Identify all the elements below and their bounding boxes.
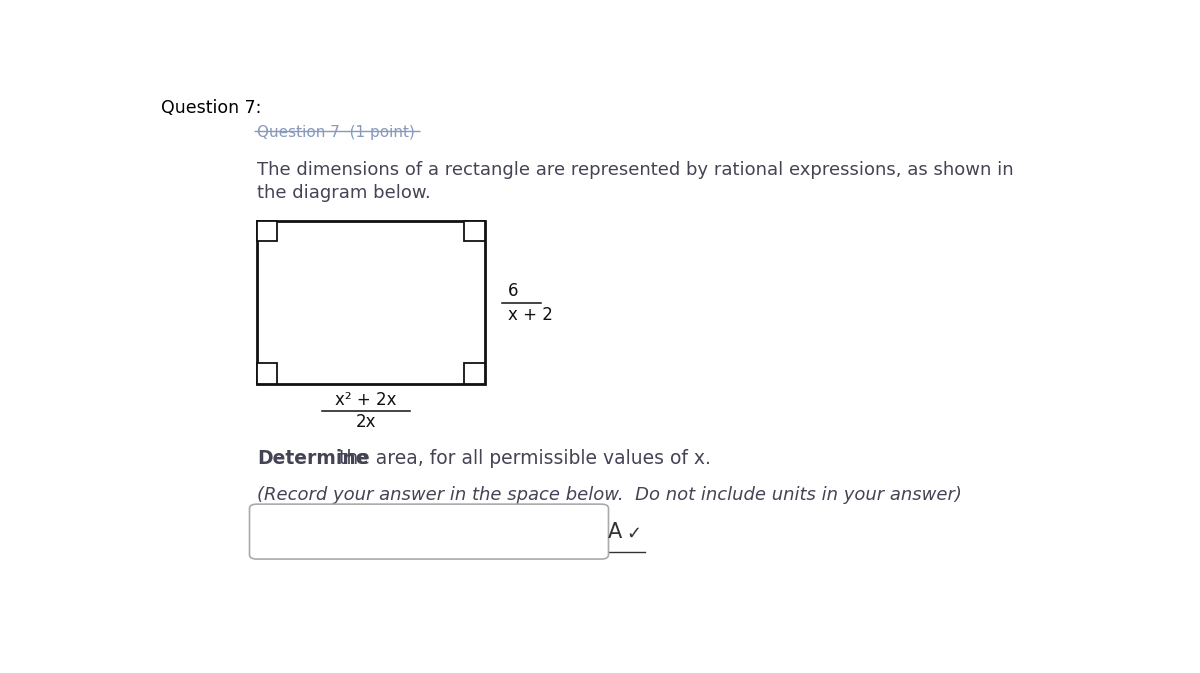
Text: The dimensions of a rectangle are represented by rational expressions, as shown : The dimensions of a rectangle are repres… (257, 161, 1014, 179)
FancyBboxPatch shape (250, 504, 608, 559)
Text: (Record your answer in the space below.  Do not include units in your answer): (Record your answer in the space below. … (257, 486, 962, 504)
Text: 6: 6 (508, 281, 518, 299)
Text: Determine: Determine (257, 449, 368, 468)
Text: x + 2: x + 2 (508, 306, 553, 324)
Bar (257, 221, 485, 384)
Bar (464, 363, 485, 384)
Bar (464, 221, 485, 242)
Text: 2x: 2x (355, 413, 376, 431)
Bar (257, 221, 277, 242)
Bar (257, 363, 277, 384)
Text: Question 7  (1 point): Question 7 (1 point) (257, 125, 415, 140)
Text: x² + 2x: x² + 2x (335, 392, 396, 409)
Text: the diagram below.: the diagram below. (257, 184, 431, 203)
Text: Question 7:: Question 7: (161, 99, 262, 117)
Text: the area, for all permissible values of x.: the area, for all permissible values of … (334, 449, 712, 468)
Text: ✓: ✓ (626, 525, 641, 543)
Text: A: A (608, 522, 622, 542)
